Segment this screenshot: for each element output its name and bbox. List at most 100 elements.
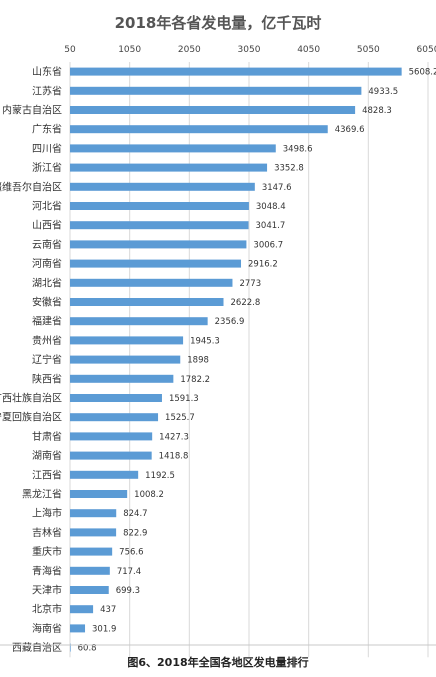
category-label: 吉林省 bbox=[32, 526, 62, 539]
bars bbox=[70, 67, 402, 652]
bar bbox=[70, 125, 328, 134]
category-label: 浙江省 bbox=[32, 161, 62, 174]
category-label: 内蒙古自治区 bbox=[2, 104, 62, 117]
bar bbox=[70, 374, 174, 383]
value-label: 756.6 bbox=[119, 548, 143, 558]
category-label: 西藏自治区 bbox=[12, 641, 62, 654]
bar bbox=[70, 566, 110, 575]
category-label: 河北省 bbox=[32, 200, 62, 213]
value-label: 822.9 bbox=[123, 528, 147, 538]
category-label: 湖北省 bbox=[32, 276, 62, 289]
category-label: 贵州省 bbox=[32, 334, 62, 347]
x-axis-ticks: 50 1050 2050 3050 4050 5050 6050 bbox=[64, 45, 436, 55]
category-label: 宁夏回族自治区 bbox=[0, 411, 62, 424]
value-label: 824.7 bbox=[123, 509, 147, 519]
category-label: 河南省 bbox=[32, 257, 62, 270]
category-labels: 山东省江苏省内蒙古自治区广东省四川省浙江省新疆维吾尔自治区河北省山西省云南省河南… bbox=[0, 65, 62, 654]
category-label: 辽宁省 bbox=[32, 353, 62, 366]
value-label: 717.4 bbox=[117, 567, 141, 577]
bar bbox=[70, 605, 94, 614]
category-label: 天津市 bbox=[32, 584, 62, 597]
figure-caption: 图6、2018年全国各地区发电量排行 bbox=[127, 655, 308, 669]
value-label: 4933.5 bbox=[368, 87, 398, 97]
value-label: 1782.2 bbox=[180, 375, 210, 385]
category-label: 福建省 bbox=[32, 315, 62, 328]
bar bbox=[70, 470, 139, 479]
bar bbox=[70, 547, 113, 556]
gridlines bbox=[69, 62, 429, 658]
category-label: 山西省 bbox=[32, 219, 62, 232]
value-label: 1898 bbox=[187, 356, 209, 366]
bar bbox=[70, 259, 242, 268]
bar bbox=[70, 413, 159, 422]
bar bbox=[70, 355, 181, 364]
value-label: 699.3 bbox=[116, 586, 140, 596]
category-label: 新疆维吾尔自治区 bbox=[0, 180, 62, 193]
value-label: 1192.5 bbox=[145, 471, 175, 481]
bar bbox=[70, 221, 249, 230]
bar bbox=[70, 509, 117, 518]
category-label: 北京市 bbox=[32, 603, 62, 616]
value-label: 1945.3 bbox=[190, 336, 220, 346]
value-label: 2773 bbox=[239, 279, 261, 289]
x-tick-label: 50 bbox=[64, 45, 76, 55]
value-labels: 5608.2 4933.5 4828.3 4369.6 3498.6 3352.8 3147… bbox=[78, 68, 436, 654]
category-label: 上海市 bbox=[32, 507, 62, 520]
bar bbox=[70, 298, 224, 306]
value-label: 2356.9 bbox=[215, 317, 245, 327]
bar bbox=[70, 106, 356, 114]
value-label: 60.8 bbox=[78, 644, 97, 654]
category-label: 海南省 bbox=[32, 622, 62, 635]
category-label: 江苏省 bbox=[32, 84, 62, 97]
category-label: 甘肃省 bbox=[32, 430, 62, 443]
category-label: 陕西省 bbox=[32, 372, 62, 385]
category-label: 广东省 bbox=[32, 123, 62, 136]
bar bbox=[70, 624, 86, 633]
value-label: 2916.2 bbox=[248, 260, 278, 270]
value-label: 3048.4 bbox=[256, 202, 286, 212]
category-label: 重庆市 bbox=[32, 545, 62, 558]
chart-title: 2018年各省发电量，亿千瓦时 bbox=[115, 14, 322, 32]
bar bbox=[70, 67, 402, 76]
value-label: 1418.8 bbox=[159, 452, 189, 462]
value-label: 437 bbox=[100, 605, 116, 615]
bar bbox=[70, 240, 247, 249]
x-tick-label: 1050 bbox=[118, 45, 141, 55]
bar bbox=[70, 317, 208, 326]
bar bbox=[70, 182, 255, 191]
bar bbox=[70, 86, 362, 95]
bar bbox=[70, 528, 117, 537]
category-label: 云南省 bbox=[32, 238, 62, 251]
bar bbox=[70, 144, 276, 153]
bar bbox=[70, 163, 268, 172]
value-label: 301.9 bbox=[92, 624, 116, 634]
value-label: 1427.3 bbox=[159, 432, 189, 442]
value-label: 1525.7 bbox=[165, 413, 195, 423]
value-label: 2622.8 bbox=[231, 298, 261, 308]
bar bbox=[70, 451, 152, 460]
value-label: 1591.3 bbox=[169, 394, 199, 404]
category-label: 山东省 bbox=[32, 65, 62, 78]
x-tick-label: 3050 bbox=[238, 45, 261, 55]
bar bbox=[70, 278, 233, 287]
x-tick-label: 4050 bbox=[297, 45, 320, 55]
bar bbox=[70, 432, 153, 441]
bar bbox=[70, 643, 71, 652]
value-label: 3352.8 bbox=[274, 164, 304, 174]
category-label: 江西省 bbox=[32, 468, 62, 481]
value-label: 3498.6 bbox=[283, 144, 313, 154]
bar bbox=[70, 202, 249, 210]
x-tick-label: 5050 bbox=[357, 45, 380, 55]
value-label: 1008.2 bbox=[134, 490, 164, 500]
category-label: 黑龙江省 bbox=[22, 488, 62, 501]
bar bbox=[70, 586, 109, 594]
category-label: 青海省 bbox=[32, 564, 62, 577]
value-label: 3147.6 bbox=[262, 183, 292, 193]
bar bbox=[70, 490, 128, 498]
value-label: 4828.3 bbox=[362, 106, 392, 116]
category-label: 湖南省 bbox=[32, 449, 62, 462]
x-tick-label: 6050 bbox=[417, 45, 436, 55]
bar bbox=[70, 336, 184, 345]
category-label: 四川省 bbox=[32, 142, 62, 155]
